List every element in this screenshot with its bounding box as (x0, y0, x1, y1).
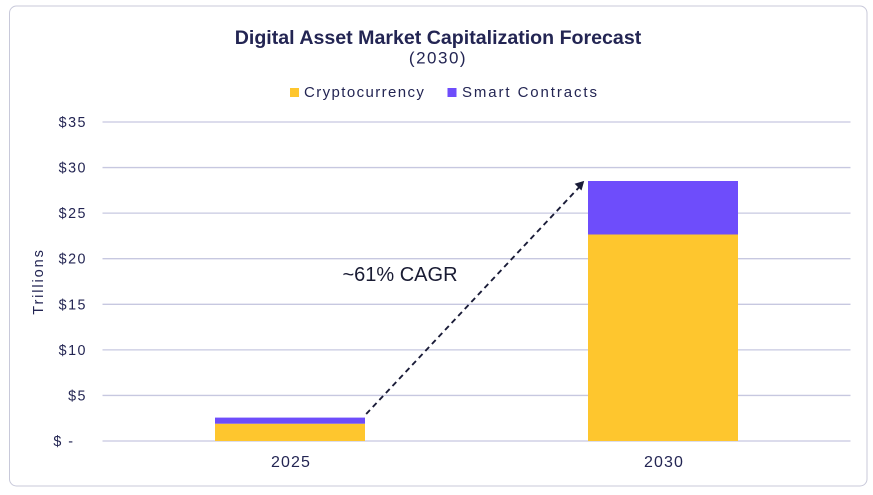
svg-text:Cryptocurrency: Cryptocurrency (304, 84, 425, 101)
svg-text:$30: $30 (59, 161, 87, 177)
svg-text:$15: $15 (59, 297, 87, 313)
svg-text:Smart Contracts: Smart Contracts (462, 84, 599, 101)
svg-text:$ -: $ - (53, 434, 74, 450)
svg-text:$5: $5 (68, 388, 87, 404)
svg-text:2030: 2030 (644, 454, 684, 471)
svg-text:$35: $35 (59, 115, 87, 131)
svg-text:$20: $20 (59, 252, 87, 268)
svg-text:$10: $10 (59, 343, 87, 359)
svg-text:$25: $25 (59, 206, 87, 222)
svg-text:~61% CAGR: ~61% CAGR (342, 264, 457, 286)
svg-text:Digital Asset Market Capitaliz: Digital Asset Market Capitalization Fore… (235, 27, 642, 49)
svg-text:(2030): (2030) (409, 49, 467, 68)
svg-text:2025: 2025 (271, 454, 311, 471)
svg-text:Trillions: Trillions (31, 248, 47, 315)
